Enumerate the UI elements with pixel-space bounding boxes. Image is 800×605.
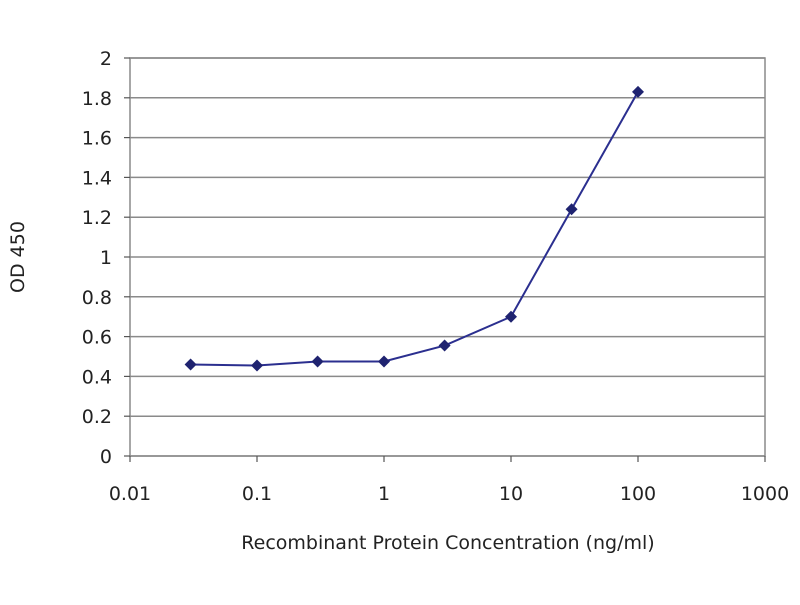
x-tick-label: 1000 — [741, 483, 789, 505]
data-point — [251, 359, 263, 372]
x-axis-ticks: 0.01 0.1 1 10 100 1000 — [109, 456, 789, 505]
data-point — [184, 358, 197, 371]
x-axis-title: Recombinant Protein Concentration (ng/ml… — [241, 532, 654, 554]
y-tick-label: 0.2 — [82, 406, 112, 428]
x-tick-label: 1 — [378, 483, 390, 505]
series-line — [190, 91, 639, 367]
data-point — [505, 310, 517, 323]
data-point — [378, 355, 390, 368]
series-markers — [184, 85, 644, 372]
x-tick-label: 0.01 — [109, 483, 151, 505]
y-tick-label: 2 — [100, 48, 112, 70]
y-tick-label: 1.4 — [82, 167, 112, 189]
y-tick-label: 0.6 — [82, 327, 112, 349]
y-tick-label: 1.8 — [82, 88, 112, 110]
data-point — [438, 339, 451, 352]
y-tick-label: 1 — [100, 247, 112, 269]
data-point — [632, 85, 644, 98]
grid-layer — [130, 57, 765, 457]
x-tick-label: 0.1 — [242, 483, 272, 505]
y-tick-label: 0.4 — [82, 366, 112, 388]
x-tick-label: 10 — [499, 483, 523, 505]
y-tick-label: 0 — [100, 446, 112, 468]
y-tick-label: 0.8 — [82, 287, 112, 309]
y-tick-label: 1.2 — [82, 207, 112, 229]
x-tick-label: 100 — [620, 483, 656, 505]
data-point — [311, 355, 324, 368]
y-axis-title: OD 450 — [7, 221, 29, 293]
y-axis-ticks: 0 0.2 0.4 0.6 0.8 1 1.2 1.4 1.6 1.8 2 — [82, 48, 130, 468]
data-point — [565, 203, 578, 216]
y-tick-label: 1.6 — [82, 128, 112, 150]
